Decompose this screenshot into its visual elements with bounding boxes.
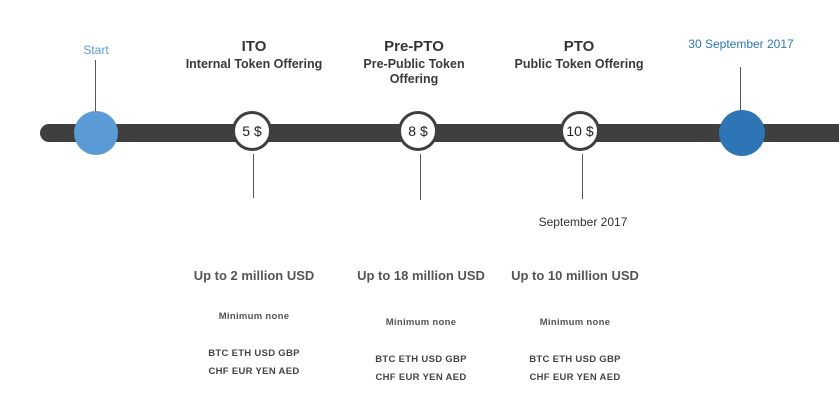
currencies-line2-pre-pto: CHF EUR YEN AED: [375, 369, 467, 387]
currencies-line1-pto: BTC ETH USD GBP: [529, 351, 621, 369]
price-marker-ito: 5 $: [232, 111, 272, 151]
price-marker-pre-pto: 8 $: [398, 111, 438, 151]
currencies-pto: BTC ETH USD GBP CHF EUR YEN AED: [529, 351, 621, 387]
minimum-ito: Minimum none: [219, 311, 290, 322]
phase-subtitle-pto: Public Token Offering: [515, 57, 644, 72]
currencies-pre-pto: BTC ETH USD GBP CHF EUR YEN AED: [375, 351, 467, 387]
minimum-pto: Minimum none: [540, 317, 611, 328]
connector-pto: [582, 154, 583, 199]
price-marker-pto: 10 $: [560, 111, 600, 151]
amount-pto: Up to 10 million USD: [511, 268, 639, 283]
currencies-line1-ito: BTC ETH USD GBP: [208, 345, 300, 363]
currencies-line2-pto: CHF EUR YEN AED: [529, 369, 621, 387]
phase-title-pre-pto: Pre-PTO: [384, 38, 444, 55]
end-dot: [719, 110, 765, 156]
start-label: Start: [83, 43, 108, 57]
minimum-pre-pto: Minimum none: [386, 317, 457, 328]
end-date-label: 30 September 2017: [688, 37, 793, 51]
start-connector: [95, 60, 96, 116]
phase-title-pto: PTO: [564, 38, 595, 55]
phase-subtitle-pre-pto-line1: Pre-Public Token: [363, 57, 464, 72]
currencies-line2-ito: CHF EUR YEN AED: [208, 363, 300, 381]
phase-subtitle-pre-pto-line2: Offering: [363, 72, 464, 87]
currencies-ito: BTC ETH USD GBP CHF EUR YEN AED: [208, 345, 300, 381]
amount-ito: Up to 2 million USD: [194, 268, 315, 283]
connector-pre-pto: [420, 154, 421, 200]
price-label-pto: 10 $: [566, 123, 593, 139]
end-connector: [740, 67, 741, 113]
currencies-line1-pre-pto: BTC ETH USD GBP: [375, 351, 467, 369]
price-label-ito: 5 $: [242, 123, 261, 139]
connector-ito: [253, 154, 254, 198]
phase-subtitle-pre-pto: Pre-Public Token Offering: [363, 57, 464, 87]
phase-subtitle-ito: Internal Token Offering: [186, 57, 323, 72]
date-pto: September 2017: [539, 215, 628, 229]
amount-pre-pto: Up to 18 million USD: [357, 268, 485, 283]
phase-title-ito: ITO: [242, 38, 267, 55]
start-dot: [74, 111, 118, 155]
price-label-pre-pto: 8 $: [408, 123, 427, 139]
